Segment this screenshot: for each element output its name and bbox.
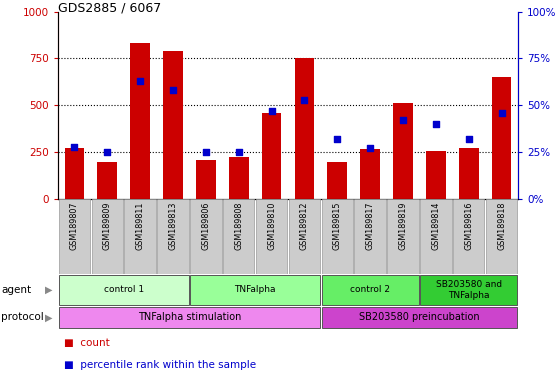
- Text: GSM189815: GSM189815: [333, 201, 342, 250]
- Bar: [262, 113, 281, 199]
- Point: [464, 136, 473, 142]
- Bar: [256, 199, 287, 274]
- Text: control 2: control 2: [350, 285, 390, 295]
- Bar: [360, 149, 380, 199]
- Bar: [453, 199, 484, 274]
- Bar: [229, 157, 248, 199]
- Point: [333, 136, 341, 142]
- Bar: [124, 199, 156, 274]
- Text: ■  percentile rank within the sample: ■ percentile rank within the sample: [64, 360, 256, 370]
- Point: [431, 121, 440, 127]
- Text: GSM189808: GSM189808: [234, 201, 243, 250]
- Bar: [426, 151, 446, 199]
- Bar: [420, 275, 517, 305]
- Bar: [321, 199, 353, 274]
- Text: GSM189817: GSM189817: [365, 201, 374, 250]
- Text: GSM189810: GSM189810: [267, 201, 276, 250]
- Bar: [486, 199, 517, 274]
- Text: ▶: ▶: [45, 313, 52, 323]
- Text: GDS2885 / 6067: GDS2885 / 6067: [58, 2, 161, 15]
- Text: ▶: ▶: [45, 285, 52, 295]
- Bar: [65, 148, 84, 199]
- Text: GSM189813: GSM189813: [169, 201, 177, 250]
- Point: [300, 96, 309, 103]
- Bar: [288, 199, 320, 274]
- Text: GSM189809: GSM189809: [103, 201, 112, 250]
- Bar: [130, 43, 150, 199]
- Bar: [92, 199, 123, 274]
- Bar: [157, 199, 189, 274]
- Text: GSM189806: GSM189806: [201, 201, 210, 250]
- Bar: [190, 275, 320, 305]
- Bar: [321, 275, 418, 305]
- Text: agent: agent: [1, 285, 31, 295]
- Point: [169, 87, 177, 93]
- Bar: [190, 199, 222, 274]
- Point: [497, 110, 506, 116]
- Bar: [98, 162, 117, 199]
- Point: [365, 145, 374, 151]
- Point: [267, 108, 276, 114]
- Text: GSM189818: GSM189818: [497, 201, 506, 250]
- Text: GSM189816: GSM189816: [464, 201, 473, 250]
- Bar: [354, 199, 386, 274]
- Bar: [328, 162, 347, 199]
- Text: SB203580 and
TNFalpha: SB203580 and TNFalpha: [436, 280, 502, 300]
- Bar: [492, 77, 512, 199]
- Bar: [420, 199, 451, 274]
- Point: [234, 149, 243, 155]
- Point: [103, 149, 112, 155]
- Bar: [393, 103, 413, 199]
- Text: ■  count: ■ count: [64, 338, 109, 348]
- Point: [136, 78, 145, 84]
- Bar: [59, 275, 189, 305]
- Bar: [196, 160, 216, 199]
- Point: [201, 149, 210, 155]
- Bar: [387, 199, 418, 274]
- Text: TNFalpha stimulation: TNFalpha stimulation: [138, 313, 241, 323]
- Bar: [321, 307, 517, 328]
- Bar: [59, 199, 90, 274]
- Text: control 1: control 1: [104, 285, 144, 295]
- Text: TNFalpha: TNFalpha: [234, 285, 276, 295]
- Bar: [223, 199, 254, 274]
- Bar: [163, 51, 183, 199]
- Bar: [59, 307, 320, 328]
- Text: GSM189819: GSM189819: [398, 201, 407, 250]
- Bar: [459, 148, 479, 199]
- Bar: [295, 58, 314, 199]
- Text: GSM189814: GSM189814: [431, 201, 440, 250]
- Point: [398, 117, 407, 123]
- Point: [70, 144, 79, 150]
- Text: GSM189811: GSM189811: [136, 201, 145, 250]
- Text: GSM189807: GSM189807: [70, 201, 79, 250]
- Text: protocol: protocol: [1, 313, 44, 323]
- Text: SB203580 preincubation: SB203580 preincubation: [359, 313, 480, 323]
- Text: GSM189812: GSM189812: [300, 201, 309, 250]
